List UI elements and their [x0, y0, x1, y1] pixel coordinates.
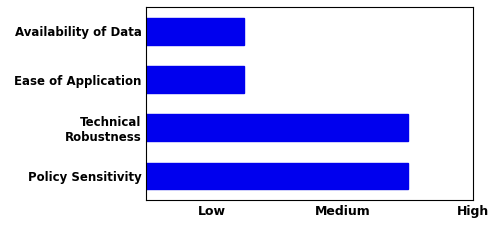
Bar — [146, 163, 408, 189]
Bar — [146, 66, 244, 93]
Bar — [146, 114, 408, 141]
Bar — [146, 18, 244, 45]
